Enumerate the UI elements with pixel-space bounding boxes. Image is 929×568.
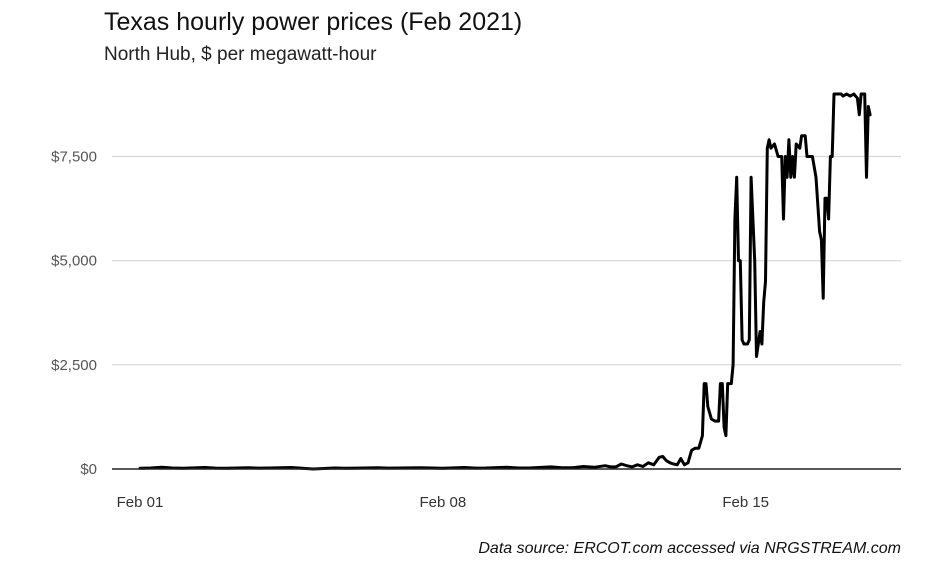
price-series-line [138,92,872,471]
x-tick-label: Feb 08 [419,494,466,511]
y-tick-label: $2,500 [51,357,97,374]
y-tick-label: $5,000 [51,253,97,270]
x-tick-label: Feb 01 [117,494,164,511]
y-axis-ticks: $0 $2,500 $5,000 $7,500 [51,149,97,479]
y-tick-label: $7,500 [51,149,97,166]
chart-subtitle: North Hub, $ per megawatt-hour [104,44,377,65]
gridlines [112,155,901,366]
data-source-note: Data source: ERCOT.com accessed via NRGS… [478,540,901,557]
x-axis-ticks: Feb 01 Feb 08 Feb 15 [117,494,769,511]
x-tick-label: Feb 15 [722,494,769,511]
y-tick-label: $0 [80,461,97,478]
chart-title: Texas hourly power prices (Feb 2021) [104,8,523,36]
